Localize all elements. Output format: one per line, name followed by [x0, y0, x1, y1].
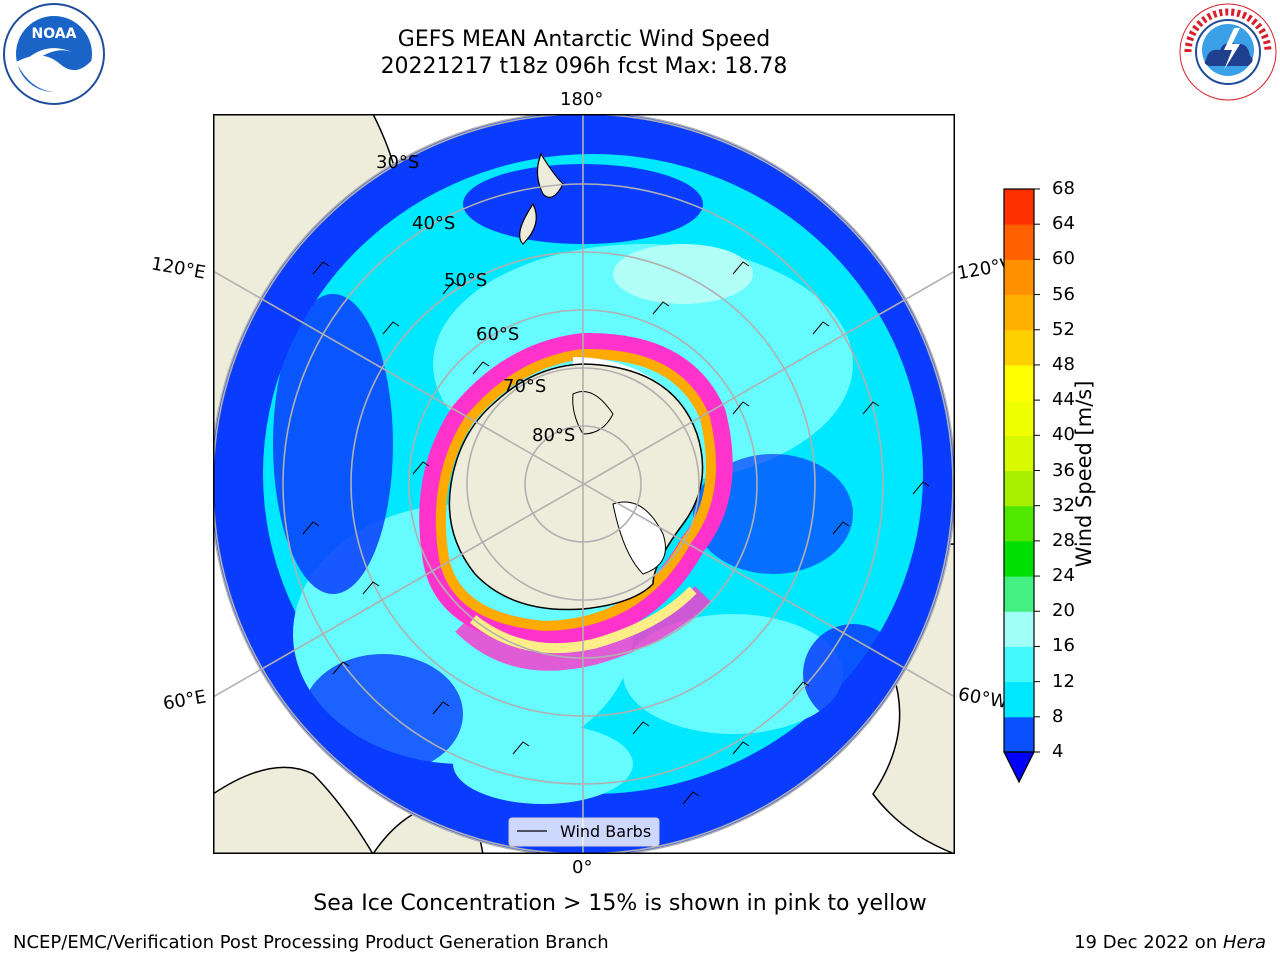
colorbar-tick-label: 56	[1052, 283, 1075, 305]
colorbar-segment	[1004, 224, 1034, 260]
sea-ice-caption: Sea Ice Concentration > 15% is shown in …	[313, 891, 927, 916]
lat-label-30s: 30°S	[376, 152, 420, 173]
colorbar-tick-label: 36	[1052, 459, 1075, 481]
footer-date-text: 19 Dec 2022 on	[1074, 932, 1223, 953]
svg-text:NOAA: NOAA	[32, 26, 77, 42]
lon-label-60e: 60°E	[161, 686, 208, 715]
colorbar-segment	[1004, 470, 1034, 507]
wind-barbs	[302, 261, 930, 805]
footer-date: 19 Dec 2022 on Hera	[1074, 932, 1266, 953]
colorbar-segment	[1004, 505, 1034, 542]
colorbar-segment	[1004, 259, 1034, 296]
colorbar-tick-label: 4	[1052, 741, 1064, 762]
colorbar-segment	[1004, 329, 1034, 366]
lat-label-60s: 60°S	[476, 324, 520, 345]
colorbar-segment	[1004, 716, 1034, 753]
colorbar-tick-label: 64	[1052, 213, 1075, 235]
chart-title: GEFS MEAN Antarctic Wind Speed	[397, 27, 771, 52]
lon-label-120e: 120°E	[149, 253, 208, 284]
longitude-gridlines	[213, 114, 955, 854]
colorbar-tick-label: 52	[1052, 318, 1075, 340]
lat-label-40s: 40°S	[412, 213, 456, 234]
colorbar-segment	[1004, 576, 1034, 612]
colorbar-tick-label: 60	[1052, 248, 1075, 270]
colorbar-segment	[1004, 611, 1034, 647]
colorbar-tick-label: 44	[1052, 389, 1075, 411]
polar-map	[213, 114, 955, 854]
colorbar-segment	[1004, 646, 1034, 683]
legend-box	[508, 817, 660, 847]
colorbar-segment	[1004, 364, 1034, 401]
colorbar-tick-label: 32	[1052, 494, 1075, 516]
lon-label-180: 180°	[560, 89, 604, 110]
land-new-zealand	[519, 152, 564, 245]
colorbar-label: Wind Speed [m/s]	[1072, 380, 1096, 568]
footer-credit: NCEP/EMC/Verification Post Processing Pr…	[13, 932, 609, 953]
colorbar-tick-label: 68	[1052, 178, 1075, 199]
lat-label-80s: 80°S	[532, 425, 576, 446]
colorbar-tick-label: 28	[1052, 529, 1075, 551]
footer-machine: Hera	[1222, 932, 1266, 953]
colorbar-segment	[1004, 189, 1034, 225]
colorbar-segment	[1004, 435, 1034, 471]
colorbar	[1003, 188, 1040, 784]
lat-label-50s: 50°S	[444, 270, 488, 291]
lat-label-70s: 70°S	[503, 376, 547, 397]
colorbar-tick-label: 16	[1052, 635, 1075, 657]
colorbar-segment	[1004, 400, 1034, 436]
colorbar-tick-label: 48	[1052, 353, 1075, 375]
nws-logo-icon	[1179, 3, 1277, 101]
legend-label: Wind Barbs	[560, 822, 652, 841]
noaa-logo-icon: NOAA	[3, 3, 105, 105]
colorbar-tick-label: 20	[1052, 600, 1075, 622]
chart-subtitle: 20221217 t18z 096h fcst Max: 18.78	[380, 54, 788, 79]
colorbar-tick-label: 40	[1052, 424, 1075, 446]
colorbar-segment	[1004, 294, 1034, 331]
colorbar-tick-label: 12	[1052, 670, 1075, 692]
colorbar-tick-label: 24	[1052, 565, 1075, 587]
colorbar-tick-label: 8	[1052, 705, 1064, 727]
colorbar-segment	[1004, 540, 1034, 577]
land-africa	[213, 766, 374, 854]
lon-label-0: 0°	[572, 857, 593, 878]
colorbar-extend-arrow	[1003, 751, 1035, 784]
colorbar-segment	[1004, 681, 1034, 718]
